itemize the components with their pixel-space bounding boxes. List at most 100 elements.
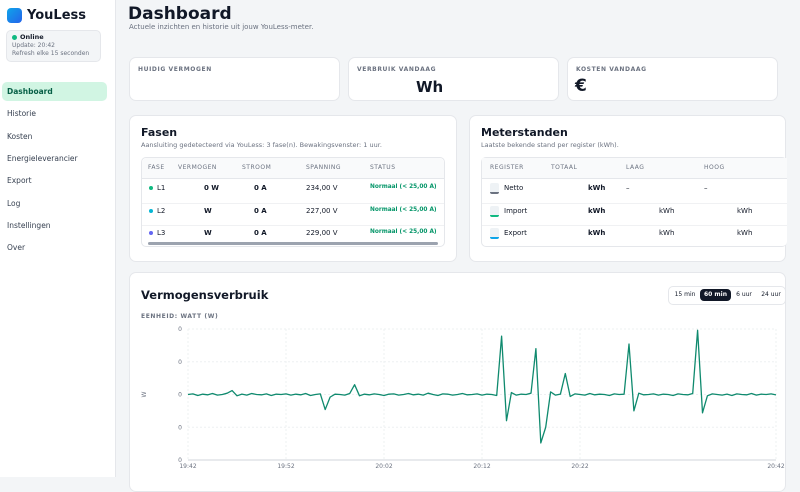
column-header: SPANNING (306, 164, 342, 171)
register-icon (490, 228, 499, 239)
table-cell: 0 A (254, 229, 267, 237)
y-tick-label: 0 (178, 457, 182, 464)
column-header: TOTAAL (551, 164, 578, 171)
x-tick-label: 20:12 (473, 463, 490, 470)
chart-panel: Vermogensverbruik 15 min 60 min 6 uur 24 uu… (129, 272, 786, 492)
table-cell: Normaal (< 25,00 A) (370, 184, 437, 190)
table-cell: 0 A (254, 184, 267, 192)
meter-table: REGISTER TOTAAL LAAG HOOG Netto kWh – – Import kW… (481, 157, 787, 247)
logo-icon (7, 8, 22, 23)
column-header: FASE (148, 164, 165, 171)
table-cell: kWh (588, 206, 606, 215)
stat-card: KOSTEN VANDAAG € (567, 57, 778, 101)
power-line (187, 329, 777, 444)
column-header: REGISTER (490, 164, 524, 171)
y-tick-label: 0 (178, 392, 182, 399)
register-icon (490, 205, 499, 217)
table-cell: kWh (588, 229, 606, 237)
range-button[interactable]: 6 uur (736, 291, 752, 298)
table-cell: – (704, 184, 708, 192)
column-header: VERMOGEN (178, 164, 217, 171)
column-header: LAAG (626, 164, 645, 171)
table-cell: Import (504, 206, 528, 215)
table-cell: kWh (737, 206, 753, 215)
table-cell: L2 (157, 206, 166, 215)
app-name: YouLess (27, 8, 86, 23)
table-cell: W (204, 206, 212, 215)
refresh-note: Refresh elke 15 seconden (12, 50, 90, 57)
nav-item[interactable]: Instellingen (7, 220, 51, 230)
x-tick-label: 19:42 (179, 463, 196, 470)
table-cell: Normaal (< 25,00 A) (370, 206, 437, 213)
phase-dot (149, 186, 153, 190)
stat-label: KOSTEN VANDAAG (576, 66, 647, 73)
table-cell: kWh (588, 184, 606, 192)
x-tick-label: 19:52 (277, 463, 294, 470)
table-cell: Export (504, 229, 527, 237)
y-tick-label: 0 (178, 326, 182, 333)
phase-dot (149, 231, 153, 235)
column-header: STATUS (370, 164, 396, 171)
nav-item[interactable]: Dashboard (2, 82, 107, 101)
phase-table: FASE VERMOGEN STROOM SPANNING STATUS L1 0 W 0 A… (141, 157, 445, 247)
y-tick-label: 0 (178, 359, 182, 366)
table-header-bg (142, 158, 444, 179)
sidebar: YouLess Online Update: 20:42 Refresh elk… (0, 0, 116, 477)
status: Online (20, 33, 44, 41)
panel-title: Vermogensverbruik (141, 288, 269, 302)
panel-subtitle: Laatste bekende stand per register (kWh)… (481, 141, 619, 149)
table-cell: kWh (659, 206, 675, 215)
range-button[interactable]: 24 uur (761, 291, 781, 298)
table-cell: W (204, 229, 212, 237)
meter-panel: Meterstanden Laatste bekende stand per r… (469, 115, 787, 262)
nav-item[interactable]: Log (7, 198, 21, 208)
table-cell: Netto (504, 184, 524, 192)
row-divider (482, 202, 787, 204)
table-cell: 0 W (204, 184, 220, 192)
table-cell: 227,00 V (306, 206, 338, 215)
fasen-panel: Fasen Aansluiting gedetecteerd via YouLe… (129, 115, 457, 262)
row-divider (142, 225, 444, 226)
nav-item[interactable]: Historie (7, 109, 36, 119)
register-icon (490, 183, 499, 194)
update-time: Update: 20:42 (12, 42, 55, 49)
table-cell: 234,00 V (306, 184, 338, 192)
stat-label: HUIDIG VERMOGEN (138, 66, 212, 73)
nav-item[interactable]: Kosten (7, 131, 33, 141)
y-tick-label: 0 (178, 424, 182, 431)
range-button[interactable]: 15 min (674, 291, 696, 298)
stat-card: VERBRUIK VANDAAG Wh (348, 57, 559, 101)
table-cell: kWh (737, 229, 753, 237)
stat-label: VERBRUIK VANDAAG (357, 66, 437, 73)
x-tick-label: 20:22 (571, 463, 588, 470)
phase-dot (149, 208, 153, 213)
y-axis-title: W (141, 391, 148, 397)
status-dot (12, 35, 17, 40)
nav-item[interactable]: Energieleverancier (7, 153, 78, 163)
table-cell: L1 (157, 184, 166, 192)
stat-value: Wh (416, 78, 444, 96)
column-header: STROOM (242, 164, 272, 171)
nav-item[interactable]: Export (7, 176, 32, 186)
table-cell: 0 A (254, 206, 267, 215)
unit-label: EENHEID: WATT (W) (141, 313, 219, 320)
table-cell: 229,00 V (306, 229, 338, 237)
table-cell: L3 (157, 229, 166, 237)
status-card (6, 30, 101, 62)
stat-card: HUIDIG VERMOGEN (129, 57, 340, 101)
range-selector: 15 min 60 min 6 uur 24 uur (668, 286, 786, 305)
nav-item[interactable]: Over (7, 243, 26, 253)
page-title: Dashboard (128, 4, 232, 24)
page-subtitle: Actuele inzichten en historie uit jouw Y… (129, 23, 314, 31)
scrollbar (148, 242, 438, 245)
row-divider (482, 225, 787, 226)
panel-title: Meterstanden (481, 126, 568, 139)
table-header-bg (482, 158, 787, 179)
column-header: HOOG (704, 164, 725, 171)
range-button[interactable]: 60 min (700, 289, 731, 301)
table-cell: – (626, 184, 630, 192)
table-cell: Normaal (< 25,00 A) (370, 229, 437, 235)
x-tick-label: 20:42 (767, 463, 784, 470)
